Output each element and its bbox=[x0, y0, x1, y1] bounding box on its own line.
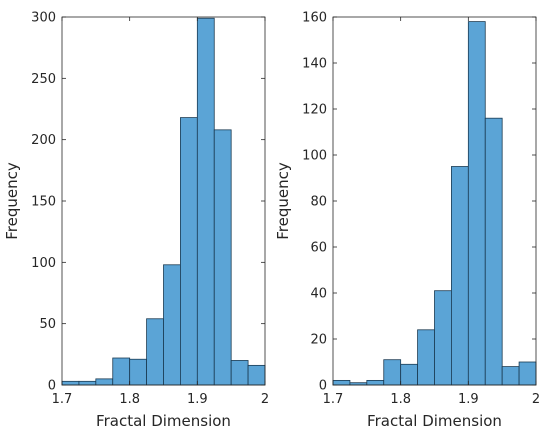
right-histogram-bar bbox=[383, 359, 402, 386]
right-histogram-bar bbox=[484, 117, 503, 386]
right-histogram-y-axis-label: Frequency bbox=[274, 162, 292, 240]
right-histogram-y-tick-label: 140 bbox=[302, 57, 327, 72]
right-histogram-bar bbox=[332, 379, 351, 386]
right-histogram-bar bbox=[366, 379, 385, 386]
left-histogram-bar bbox=[163, 264, 181, 386]
left-histogram-y-tick-label: 50 bbox=[39, 317, 56, 332]
right-histogram-bar bbox=[434, 290, 452, 386]
right-histogram-x-tick-label: 1.9 bbox=[458, 392, 479, 407]
right-histogram-x-tick-label: 1.7 bbox=[323, 392, 344, 407]
right-histogram-y-tick-label: 160 bbox=[302, 11, 327, 26]
left-histogram-bar bbox=[146, 318, 164, 386]
left-histogram-bar bbox=[213, 129, 232, 386]
right-histogram-bar bbox=[400, 363, 418, 386]
left-histogram-bar bbox=[180, 117, 198, 386]
left-histogram-bar bbox=[78, 380, 97, 386]
left-histogram-x-tick-label: 1.8 bbox=[119, 392, 140, 407]
right-histogram-y-tick-label: 120 bbox=[302, 103, 327, 118]
left-histogram-y-tick-label: 150 bbox=[31, 195, 56, 210]
right-histogram-y-tick-label: 60 bbox=[310, 241, 327, 256]
left-histogram-y-tick-label: 0 bbox=[48, 379, 56, 394]
left-histogram-x-tick-label: 1.7 bbox=[52, 392, 73, 407]
left-histogram-x-tick-label: 1.9 bbox=[187, 392, 208, 407]
right-histogram-bar bbox=[518, 361, 537, 386]
left-histogram-bar bbox=[230, 360, 249, 386]
left-histogram-y-tick-label: 300 bbox=[31, 11, 56, 26]
right-histogram-y-tick-label: 40 bbox=[310, 287, 327, 302]
left-histogram-y-tick-label: 250 bbox=[31, 72, 56, 87]
right-histogram-x-tick-label: 1.8 bbox=[390, 392, 411, 407]
right-histogram-bar bbox=[501, 366, 520, 386]
left-histogram-bar bbox=[112, 357, 131, 386]
left-histogram-bar bbox=[196, 17, 215, 386]
left-histogram-y-tick-label: 200 bbox=[31, 133, 56, 148]
left-histogram-y-tick-label: 100 bbox=[31, 256, 56, 271]
right-histogram-bar bbox=[451, 166, 469, 386]
right-histogram-x-axis-label: Fractal Dimension bbox=[367, 412, 502, 430]
right-histogram-y-tick-label: 100 bbox=[302, 149, 327, 164]
left-histogram-bar bbox=[95, 378, 114, 386]
left-histogram-bar bbox=[129, 358, 147, 386]
right-histogram-x-tick-label: 2 bbox=[532, 392, 540, 407]
right-histogram-bar bbox=[417, 329, 435, 386]
right-histogram-y-tick-label: 80 bbox=[310, 195, 327, 210]
left-histogram-x-tick-label: 2 bbox=[261, 392, 269, 407]
right-histogram-y-tick-label: 0 bbox=[319, 379, 327, 394]
left-histogram-bar bbox=[61, 380, 80, 386]
left-histogram-y-axis-label: Frequency bbox=[3, 162, 21, 240]
left-histogram-x-axis-label: Fractal Dimension bbox=[96, 412, 231, 430]
right-histogram-y-tick-label: 20 bbox=[310, 333, 327, 348]
right-histogram-bar bbox=[467, 21, 486, 386]
left-histogram-panel: 1.7 1.8 1.9 2 0 50 100 150 200 250 300 Fractal Dime… bbox=[3, 11, 269, 431]
left-histogram-bar bbox=[247, 364, 266, 386]
